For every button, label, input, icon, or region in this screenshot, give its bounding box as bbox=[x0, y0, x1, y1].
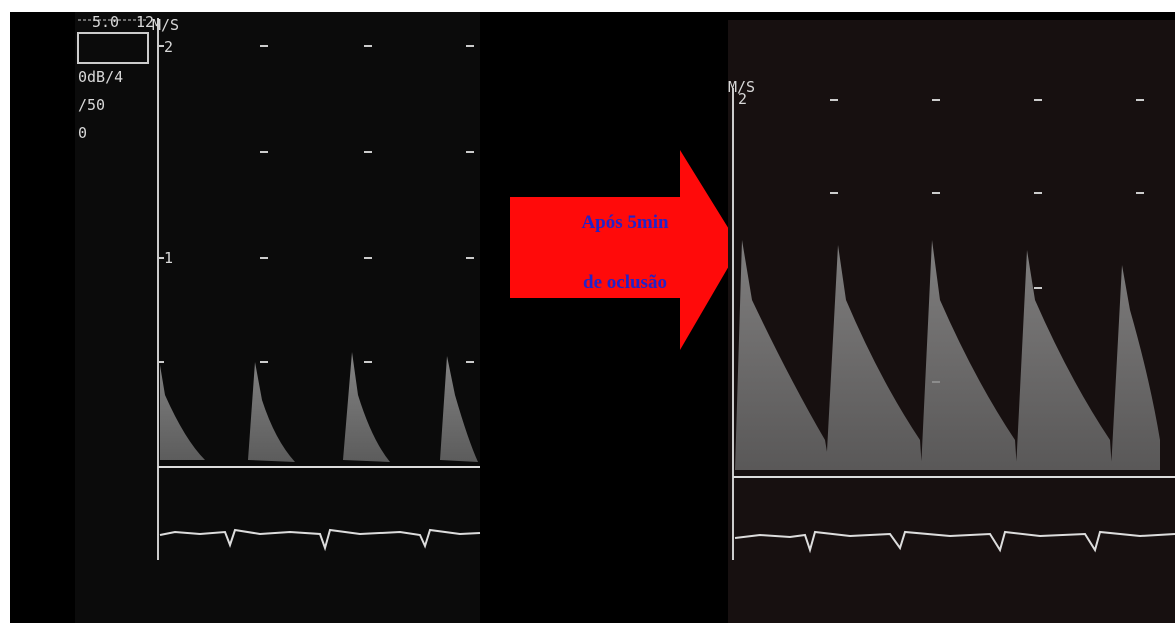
tick-label: 2 bbox=[164, 38, 173, 56]
arrow-text: Após 5min bbox=[581, 212, 669, 233]
unit-label: M/S bbox=[728, 78, 755, 96]
scale-label: 5.0 bbox=[92, 13, 119, 31]
right-doppler-panel: M/S 2 bbox=[728, 20, 1175, 623]
scale-label: 12 bbox=[136, 13, 154, 31]
setting: 0 bbox=[78, 124, 87, 142]
arrow-text: de oclusão bbox=[583, 272, 667, 293]
left-doppler-panel: 5.0 12 M/S 2 1 0dB/4 /50 0 bbox=[75, 12, 481, 623]
unit-label: M/S bbox=[152, 16, 179, 34]
tick-label: 1 bbox=[164, 249, 173, 267]
tick-label: 2 bbox=[738, 90, 747, 108]
setting: /50 bbox=[78, 96, 105, 114]
arrow: Após 5min de oclusão bbox=[510, 150, 740, 350]
setting: 0dB/4 bbox=[78, 68, 123, 86]
